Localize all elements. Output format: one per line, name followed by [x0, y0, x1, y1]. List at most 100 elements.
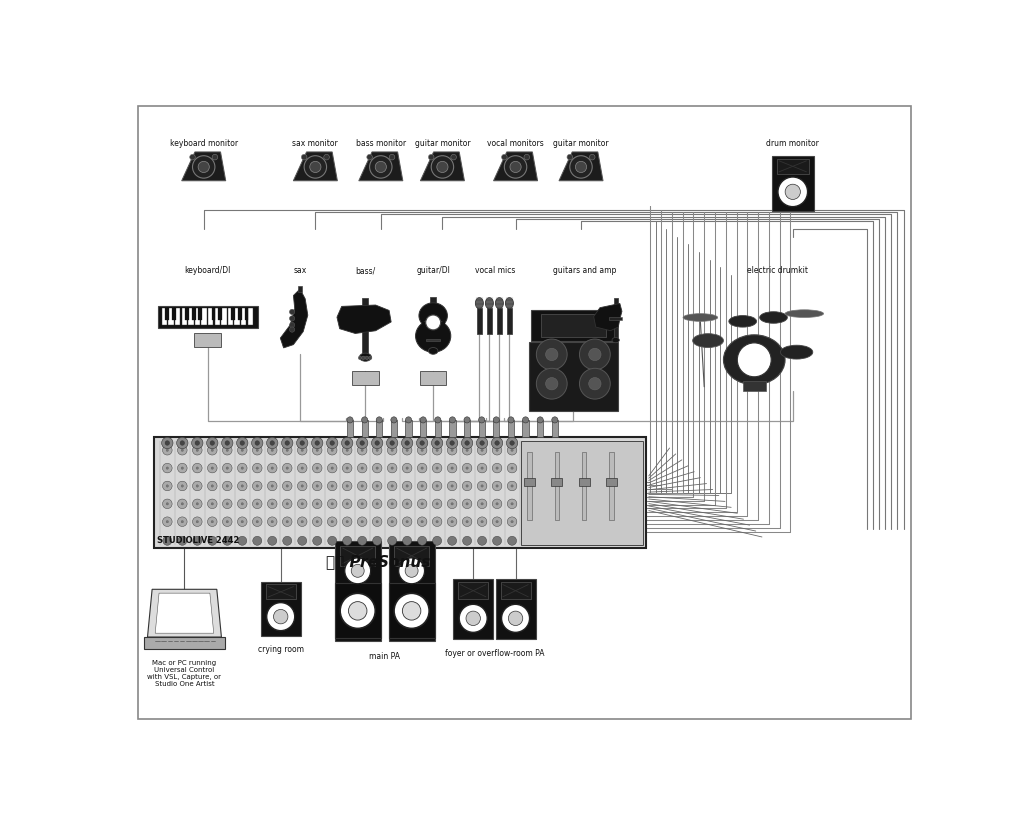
FancyBboxPatch shape [347, 420, 353, 437]
Circle shape [466, 611, 480, 626]
Circle shape [255, 440, 259, 445]
FancyBboxPatch shape [476, 308, 482, 334]
Circle shape [420, 417, 426, 423]
Circle shape [477, 499, 486, 509]
FancyBboxPatch shape [555, 453, 559, 520]
Circle shape [208, 463, 217, 473]
Circle shape [331, 520, 334, 523]
Circle shape [546, 377, 558, 390]
FancyBboxPatch shape [165, 308, 169, 320]
Circle shape [271, 502, 273, 505]
Circle shape [166, 449, 169, 452]
FancyBboxPatch shape [227, 308, 233, 325]
Circle shape [466, 520, 468, 523]
Circle shape [301, 467, 303, 469]
FancyBboxPatch shape [422, 323, 444, 329]
FancyBboxPatch shape [552, 420, 558, 437]
Circle shape [315, 440, 319, 445]
Circle shape [391, 520, 393, 523]
Circle shape [401, 437, 413, 449]
Circle shape [181, 484, 183, 487]
Text: keyboard monitor: keyboard monitor [170, 139, 238, 148]
Circle shape [345, 440, 349, 445]
Circle shape [211, 467, 213, 469]
Ellipse shape [683, 314, 718, 321]
Circle shape [398, 558, 425, 584]
Circle shape [286, 520, 289, 523]
Circle shape [437, 161, 449, 172]
Circle shape [267, 536, 276, 545]
Circle shape [508, 611, 523, 626]
Circle shape [496, 449, 499, 452]
Circle shape [301, 484, 303, 487]
Circle shape [301, 154, 307, 160]
FancyBboxPatch shape [420, 420, 426, 437]
Text: 𝓌𝓌 PreSonus: 𝓌𝓌 PreSonus [326, 555, 430, 569]
Circle shape [341, 437, 353, 449]
Circle shape [508, 536, 516, 545]
Circle shape [297, 481, 307, 491]
Circle shape [481, 520, 483, 523]
Ellipse shape [496, 297, 504, 309]
Circle shape [418, 517, 427, 526]
Ellipse shape [780, 346, 813, 359]
Circle shape [256, 520, 258, 523]
Circle shape [193, 481, 202, 491]
FancyBboxPatch shape [362, 298, 369, 354]
FancyBboxPatch shape [185, 308, 189, 320]
FancyBboxPatch shape [613, 298, 617, 337]
Circle shape [196, 449, 199, 452]
Circle shape [221, 437, 233, 449]
Circle shape [463, 536, 472, 545]
Circle shape [311, 437, 323, 449]
Circle shape [331, 449, 334, 452]
Ellipse shape [416, 319, 451, 352]
Circle shape [282, 437, 293, 449]
Circle shape [238, 499, 247, 509]
FancyBboxPatch shape [231, 308, 236, 320]
Circle shape [166, 467, 169, 469]
Circle shape [226, 520, 228, 523]
Circle shape [290, 310, 295, 315]
Circle shape [391, 449, 393, 452]
FancyBboxPatch shape [497, 308, 502, 334]
Circle shape [406, 449, 409, 452]
Circle shape [324, 154, 330, 160]
Circle shape [178, 536, 186, 545]
Circle shape [510, 161, 521, 172]
Circle shape [477, 517, 486, 526]
Circle shape [373, 445, 382, 455]
FancyBboxPatch shape [248, 308, 253, 325]
Circle shape [432, 517, 442, 526]
Circle shape [462, 437, 473, 449]
FancyBboxPatch shape [501, 583, 530, 599]
Circle shape [462, 445, 472, 455]
Circle shape [237, 437, 248, 449]
FancyBboxPatch shape [361, 420, 368, 437]
Text: vocal monitors: vocal monitors [487, 139, 544, 148]
FancyBboxPatch shape [435, 420, 441, 437]
Circle shape [361, 502, 364, 505]
FancyBboxPatch shape [742, 382, 766, 391]
Circle shape [493, 463, 502, 473]
Text: crying room: crying room [258, 645, 304, 654]
Text: guitar monitor: guitar monitor [553, 139, 609, 148]
FancyBboxPatch shape [464, 420, 470, 437]
FancyBboxPatch shape [521, 440, 643, 545]
Circle shape [376, 449, 378, 452]
Circle shape [373, 536, 382, 545]
Circle shape [447, 481, 457, 491]
Circle shape [298, 536, 307, 545]
Circle shape [462, 463, 472, 473]
Circle shape [480, 440, 484, 445]
Text: guitar/DI: guitar/DI [416, 266, 451, 275]
Circle shape [367, 154, 373, 160]
Circle shape [496, 467, 499, 469]
Circle shape [477, 481, 486, 491]
Circle shape [366, 356, 369, 359]
Circle shape [496, 502, 499, 505]
Circle shape [196, 484, 199, 487]
Circle shape [510, 440, 514, 445]
Circle shape [402, 463, 412, 473]
Circle shape [406, 417, 412, 423]
